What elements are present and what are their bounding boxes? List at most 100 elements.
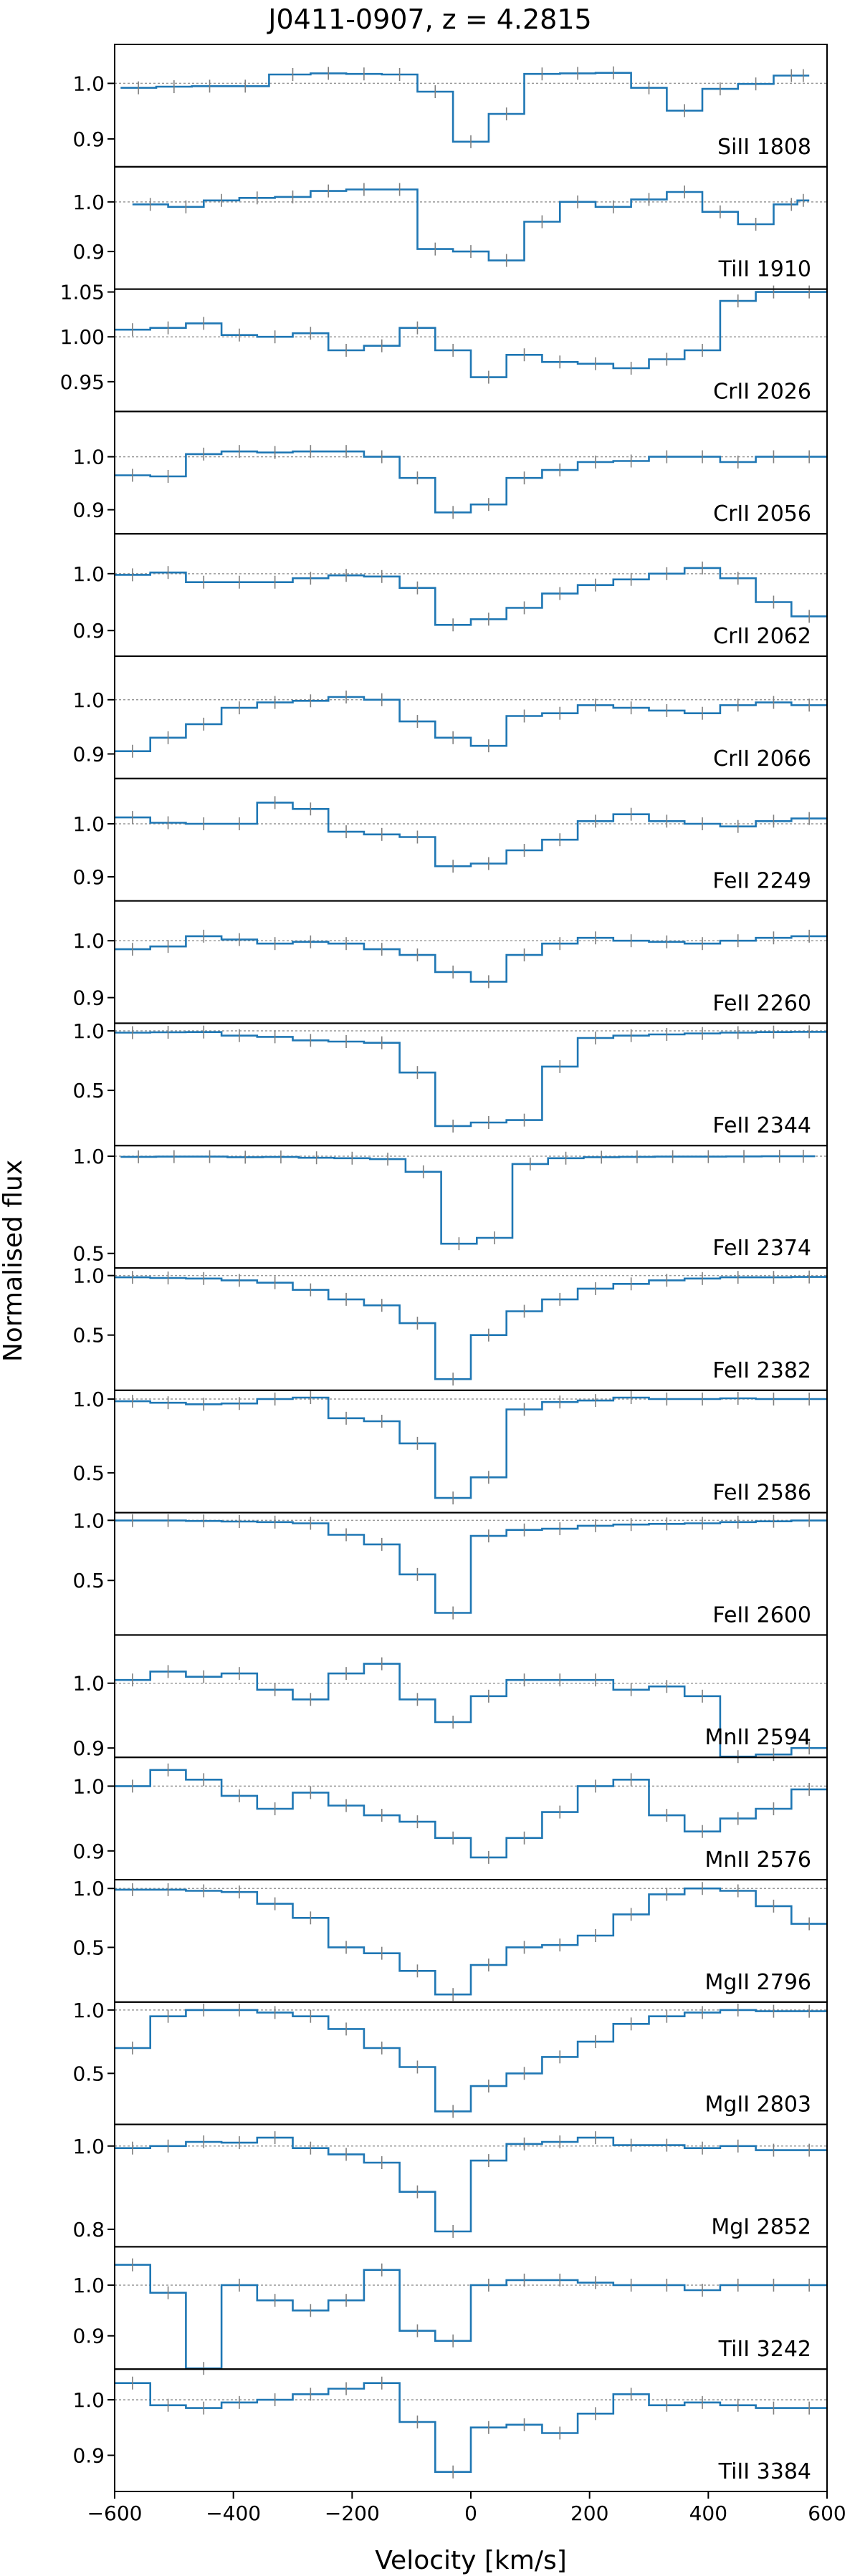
flux-spectrum bbox=[115, 1769, 827, 1859]
panel-label: FeII 2586 bbox=[712, 1481, 811, 1506]
panel-16: 1.0 0.5 MgII 2796 bbox=[72, 1877, 828, 2003]
panel-label: TiII 3242 bbox=[718, 2337, 811, 2362]
panel-label: MgII 2796 bbox=[704, 1970, 811, 1995]
flux-spectrum bbox=[115, 2382, 827, 2473]
y-tick-label: 0.9 bbox=[72, 1736, 105, 1760]
panels-group: 1.0 0.9 SiII 1808 1.0 0.9 TiII 1910 1.05 1.00 0.… bbox=[60, 44, 828, 2492]
panel-label: CrII 2056 bbox=[713, 501, 811, 527]
panel-label: SiII 1808 bbox=[717, 135, 811, 160]
x-axis-title: Velocity [km/s] bbox=[375, 2546, 567, 2575]
panel-label: MgII 2803 bbox=[704, 2092, 811, 2118]
flux-spectrum bbox=[120, 72, 810, 143]
y-tick-label: 0.95 bbox=[60, 370, 105, 394]
y-tick-label: 1.0 bbox=[72, 929, 105, 953]
y-tick-label: 0.5 bbox=[72, 2062, 105, 2085]
x-tick-label: 400 bbox=[689, 2501, 727, 2525]
y-tick-label: 0.5 bbox=[72, 1461, 105, 1485]
y-tick-label: 1.0 bbox=[72, 562, 105, 586]
panel-label: FeII 2600 bbox=[712, 1602, 811, 1628]
panel-18: 1.0 0.8 MgI 2852 bbox=[72, 2123, 828, 2248]
panel-13: 1.0 0.5 FeII 2600 bbox=[72, 1509, 828, 1636]
y-tick-label: 1.0 bbox=[72, 812, 105, 836]
panel-1: 1.0 0.9 SiII 1808 bbox=[72, 44, 828, 168]
y-tick-label: 0.9 bbox=[72, 240, 105, 264]
panel-label: TiII 3384 bbox=[718, 2459, 811, 2484]
x-tick-label: 600 bbox=[808, 2501, 846, 2525]
y-tick-label: 0.9 bbox=[72, 2443, 105, 2467]
x-tick-label: −200 bbox=[325, 2501, 380, 2525]
panel-7: 1.0 0.9 FeII 2249 bbox=[72, 777, 828, 902]
y-tick-label: 1.0 bbox=[72, 688, 105, 712]
y-tick-label: 0.9 bbox=[72, 865, 105, 889]
flux-spectrum bbox=[115, 2009, 827, 2113]
panel-19: 1.0 0.9 TiII 3242 bbox=[72, 2246, 828, 2375]
y-tick-label: 0.9 bbox=[72, 743, 105, 766]
x-tick-label: −600 bbox=[87, 2501, 143, 2525]
panel-label: FeII 2374 bbox=[712, 1236, 811, 1261]
panel-11: 1.0 0.5 FeII 2382 bbox=[72, 1264, 828, 1391]
panel-label: CrII 2066 bbox=[713, 746, 811, 772]
panel-14: 1.0 0.9 MnII 2594 bbox=[72, 1634, 828, 1764]
panel-4: 1.0 0.9 CrII 2056 bbox=[72, 410, 828, 535]
panel-label: CrII 2062 bbox=[713, 624, 811, 649]
y-tick-label: 0.9 bbox=[72, 2325, 105, 2348]
y-tick-label: 0.5 bbox=[72, 1569, 105, 1592]
panel-20: 1.0 0.9 TiII 3384 bbox=[72, 2368, 828, 2492]
flux-spectrum bbox=[115, 1887, 827, 1996]
flux-spectrum bbox=[115, 1031, 827, 1128]
panel-label: MgI 2852 bbox=[711, 2214, 811, 2239]
flux-spectrum bbox=[115, 802, 827, 868]
y-tick-label: 1.0 bbox=[72, 1264, 105, 1288]
y-tick-label: 0.9 bbox=[72, 619, 105, 643]
y-axis-title: Normalised flux bbox=[0, 1160, 28, 1362]
y-tick-label: 0.5 bbox=[72, 1324, 105, 1347]
panel-3: 1.05 1.00 0.95 CrII 2026 bbox=[60, 281, 828, 413]
panel-label: MnII 2576 bbox=[705, 1847, 811, 1873]
flux-spectrum bbox=[132, 188, 810, 261]
panel-label: TiII 1910 bbox=[718, 257, 811, 282]
panel-label: FeII 2382 bbox=[712, 1358, 811, 1383]
panel-8: 1.0 0.9 FeII 2260 bbox=[72, 900, 828, 1024]
panel-label: FeII 2260 bbox=[712, 991, 811, 1016]
y-tick-label: 1.0 bbox=[72, 2274, 105, 2297]
panel-label: FeII 2344 bbox=[712, 1113, 811, 1138]
panel-5: 1.0 0.9 CrII 2062 bbox=[72, 533, 828, 658]
y-tick-label: 0.9 bbox=[72, 986, 105, 1010]
flux-spectrum bbox=[115, 450, 827, 514]
flux-spectrum bbox=[115, 2264, 827, 2370]
x-tick-label: 200 bbox=[570, 2501, 608, 2525]
y-tick-label: 1.00 bbox=[60, 325, 105, 349]
y-tick-label: 1.0 bbox=[72, 72, 105, 95]
panel-15: 1.0 0.9 MnII 2576 bbox=[72, 1756, 828, 1880]
panel-2: 1.0 0.9 TiII 1910 bbox=[72, 165, 828, 290]
panel-17: 1.0 0.5 MgII 2803 bbox=[72, 1999, 828, 2125]
flux-spectrum bbox=[115, 1276, 827, 1380]
y-tick-label: 0.9 bbox=[72, 1840, 105, 1863]
figure-title: J0411-0907, z = 4.2815 bbox=[267, 4, 591, 35]
panel-9: 1.0 0.5 FeII 2344 bbox=[72, 1019, 828, 1147]
y-tick-label: 1.0 bbox=[72, 1509, 105, 1532]
y-tick-label: 1.0 bbox=[72, 446, 105, 469]
y-tick-label: 1.0 bbox=[72, 1877, 105, 1900]
y-tick-label: 0.9 bbox=[72, 128, 105, 151]
flux-spectrum bbox=[115, 291, 827, 378]
y-tick-label: 1.0 bbox=[72, 1388, 105, 1411]
panel-10: 1.0 0.5 FeII 2374 bbox=[72, 1145, 828, 1269]
panel-6: 1.0 0.9 CrII 2066 bbox=[72, 655, 828, 779]
y-tick-label: 1.0 bbox=[72, 1999, 105, 2022]
x-tick-label: −400 bbox=[206, 2501, 261, 2525]
panel-label: MnII 2594 bbox=[705, 1725, 811, 1750]
y-tick-label: 1.05 bbox=[60, 281, 105, 304]
y-tick-label: 0.9 bbox=[72, 499, 105, 522]
y-tick-label: 0.5 bbox=[72, 1242, 105, 1266]
y-tick-label: 0.5 bbox=[72, 1079, 105, 1102]
y-tick-label: 0.5 bbox=[72, 1936, 105, 1959]
flux-spectrum bbox=[115, 1519, 827, 1614]
y-tick-label: 1.0 bbox=[72, 191, 105, 214]
x-axis: −600 −400 −200 0 200 400 600 bbox=[87, 2491, 846, 2525]
y-tick-label: 1.0 bbox=[72, 2135, 105, 2158]
flux-spectrum bbox=[115, 696, 827, 752]
y-tick-label: 1.0 bbox=[72, 1145, 105, 1168]
y-tick-label: 1.0 bbox=[72, 1019, 105, 1043]
